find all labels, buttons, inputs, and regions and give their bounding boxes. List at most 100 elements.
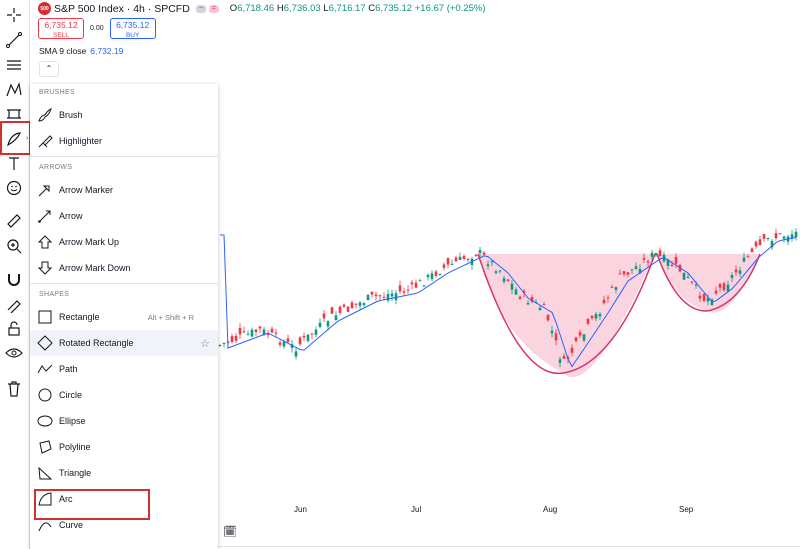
menu-item-brush[interactable]: Brush xyxy=(30,102,218,128)
menu-item-ellipse[interactable]: Ellipse xyxy=(30,408,218,434)
candle-body xyxy=(342,304,346,307)
zoom-in-icon[interactable] xyxy=(3,235,25,257)
candle-body xyxy=(366,294,370,301)
candle-body xyxy=(302,335,306,338)
candle-body xyxy=(434,271,438,276)
candle-body xyxy=(706,297,710,302)
magnet-icon[interactable] xyxy=(3,268,25,290)
trash-icon[interactable] xyxy=(3,378,25,400)
menu-item-rotated-rectangle[interactable]: Rotated Rectangle ☆ xyxy=(30,330,218,356)
pattern-icon[interactable] xyxy=(3,79,25,101)
cup-arc-outline xyxy=(477,253,656,375)
candle-body xyxy=(718,284,722,288)
lock-drawing-icon[interactable] xyxy=(3,293,25,315)
candle-body xyxy=(758,239,762,245)
text-icon[interactable] xyxy=(3,153,25,175)
menu-item-circle[interactable]: Circle xyxy=(30,382,218,408)
candle-body xyxy=(514,289,518,295)
chevron-up-icon[interactable]: ⌃ xyxy=(39,61,59,77)
emoji-icon[interactable] xyxy=(3,177,25,199)
candle-body xyxy=(610,286,614,288)
chevron-right-icon[interactable]: › xyxy=(26,135,29,142)
candle-body xyxy=(362,303,366,306)
fib-icon[interactable] xyxy=(3,54,25,76)
candle-body xyxy=(458,256,462,260)
arrow-up-icon xyxy=(36,233,54,251)
candle-body xyxy=(542,304,546,306)
menu-item-triangle[interactable]: Triangle xyxy=(30,460,218,486)
candle-body xyxy=(522,290,526,293)
menu-item-arrow[interactable]: Arrow xyxy=(30,203,218,229)
candle-body xyxy=(402,291,406,293)
menu-item-path[interactable]: Path xyxy=(30,356,218,382)
rectangle-shortcut: Alt + Shift + R xyxy=(147,312,194,322)
equals-icon[interactable]: = xyxy=(208,4,219,13)
candle-body xyxy=(254,329,258,332)
menu-item-curve[interactable]: Curve xyxy=(30,512,218,538)
sell-button[interactable]: 6,735.12 SELL xyxy=(38,18,84,39)
menu-item-arrow-mark-down[interactable]: Arrow Mark Down xyxy=(30,255,218,281)
candle-body xyxy=(442,264,446,268)
x-axis-label-aug: Aug xyxy=(543,505,558,514)
candle-body xyxy=(794,231,798,238)
candle-body xyxy=(638,268,642,274)
arrow-down-icon xyxy=(36,259,54,277)
polyline-icon xyxy=(36,438,54,456)
lock-icon[interactable] xyxy=(3,318,25,340)
symbol-title[interactable]: S&P 500 Index · 4h · SPCFD xyxy=(54,2,190,15)
triangle-icon xyxy=(36,464,54,482)
brush-tool-icon[interactable] xyxy=(3,128,25,150)
candle-body xyxy=(642,257,646,260)
menu-item-polyline[interactable]: Polyline xyxy=(30,434,218,460)
candle-body xyxy=(490,261,494,263)
candle-body xyxy=(414,282,418,288)
candle-body xyxy=(730,275,734,278)
menu-item-highlighter[interactable]: Highlighter xyxy=(30,128,218,154)
candle-body xyxy=(782,236,786,239)
cup-and-handle-drawing[interactable] xyxy=(477,253,761,378)
date-range-icon[interactable]: 🗓 xyxy=(223,526,237,538)
candle-body xyxy=(398,285,402,292)
candle-body xyxy=(690,281,694,283)
candle-body xyxy=(286,338,290,343)
x-axis-label-jul: Jul xyxy=(411,505,422,514)
candle-body xyxy=(530,297,534,302)
arc-item-highlight xyxy=(34,489,150,520)
crosshair-icon[interactable] xyxy=(3,4,25,26)
candle-body xyxy=(550,330,554,334)
trend-line-icon[interactable] xyxy=(3,29,25,51)
candle-body xyxy=(590,315,594,319)
candle-body xyxy=(594,314,598,319)
menu-item-arc[interactable]: Arc xyxy=(30,486,218,512)
candle-body xyxy=(738,270,742,274)
x-axis-label-sep: Sep xyxy=(679,505,694,514)
menu-item-arrow-marker[interactable]: Arrow Marker xyxy=(30,177,218,203)
eye-icon[interactable] xyxy=(3,342,25,364)
candle-body xyxy=(338,306,342,313)
ruler-icon[interactable] xyxy=(3,210,25,232)
menu-item-arrow-mark-up[interactable]: Arrow Mark Up xyxy=(30,229,218,255)
favorite-star-icon[interactable]: ☆ xyxy=(200,337,210,350)
candle-body xyxy=(282,341,286,347)
candle-body xyxy=(734,269,738,273)
x-axis-label-jun: Jun xyxy=(294,505,307,514)
sma-legend[interactable]: SMA 9 close 6,732.19 xyxy=(39,46,124,56)
candle-body xyxy=(306,334,310,341)
candle-body xyxy=(598,313,602,317)
candle-body xyxy=(750,248,754,252)
spread-value: 0.00 xyxy=(90,25,104,32)
candle-body xyxy=(630,269,634,271)
buy-button[interactable]: 6,735.12 BUY xyxy=(109,18,156,39)
menu-item-rectangle[interactable]: Rectangle Alt + Shift + R xyxy=(30,304,218,330)
candle-body xyxy=(774,233,778,239)
candle-body xyxy=(618,273,622,275)
forecast-icon[interactable] xyxy=(3,103,25,125)
candle-body xyxy=(570,347,574,353)
candle-body xyxy=(370,291,374,295)
candle-body xyxy=(374,294,378,297)
minus-icon[interactable]: − xyxy=(195,4,206,13)
candle-body xyxy=(770,241,774,248)
candle-body xyxy=(558,359,562,363)
candle-body xyxy=(358,302,362,306)
